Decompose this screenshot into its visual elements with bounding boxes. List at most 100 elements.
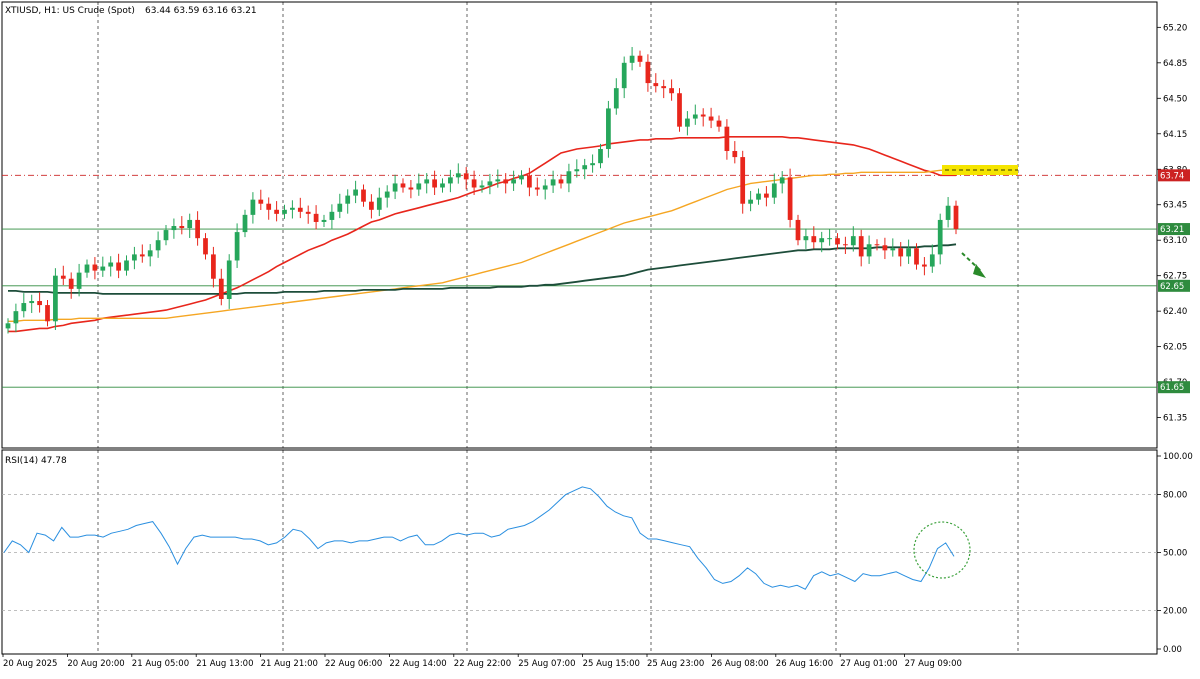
bull-candle [621,62,627,89]
bear-candle [661,86,667,89]
candle-layer [5,47,959,334]
bull-candle [448,177,453,184]
x-tick-label: 22 Aug 14:00 [389,659,446,669]
bear-candle [922,264,927,267]
bear-candle [297,207,303,212]
y-tick-label: 62.05 [1163,343,1187,353]
symbol-title: XTIUSD, H1: US Crude (Spot) [5,6,135,16]
bear-candle [835,238,840,245]
y-tick-label: 61.35 [1163,414,1187,424]
y-tick-label: 65.20 [1163,23,1187,33]
bull-candle [282,209,287,214]
bear-candle [471,179,477,188]
bear-candle [203,238,208,255]
moving-average-dark-line [8,243,957,295]
bull-candle [550,179,556,186]
bull-candle [29,301,35,304]
bear-candle [432,179,437,188]
bull-candle [440,183,445,188]
bear-candle [45,305,50,322]
bear-candle [669,88,674,94]
bear-candle [400,183,406,188]
bear-candle [653,83,659,87]
bull-candle [147,250,153,257]
bull-candle [329,211,335,220]
bear-candle [558,179,564,184]
price-tag-label: 62.65 [1160,282,1184,292]
bull-candle [685,118,690,127]
x-tick-label: 25 Aug 07:00 [518,659,575,669]
bear-candle [716,120,722,127]
rsi-tick-label: 20.00 [1163,606,1187,616]
price-tag-box [1158,279,1190,292]
bull-candle [171,226,177,231]
bear-candle [92,264,98,271]
bear-candle [361,189,366,202]
bull-candle [929,254,935,267]
bull-candle [803,236,809,241]
bull-candle [827,238,832,240]
bull-candle [384,191,390,198]
rsi-highlight-circle [913,521,971,579]
bull-candle [819,238,825,243]
bull-candle [234,232,240,261]
bull-candle [187,219,193,229]
bull-candle [495,179,501,182]
y-tick-label: 63.45 [1163,201,1187,211]
bull-candle [13,311,19,324]
x-tick-label: 21 Aug 21:00 [261,659,318,669]
bull-candle [250,199,256,215]
rsi-label: RSI(14) 47.78 [5,456,67,466]
x-tick-label: 22 Aug 06:00 [325,659,382,669]
bull-candle [53,275,58,322]
y-tick-label: 62.40 [1163,307,1187,317]
bull-candle [376,197,382,210]
bull-candle [321,219,327,222]
y-tick-label: 64.85 [1163,59,1187,69]
x-tick-label: 25 Aug 15:00 [583,659,640,669]
bear-candle [139,254,145,257]
bull-candle [866,244,872,257]
bull-candle [850,236,856,246]
price-tag-label: 63.21 [1160,225,1184,235]
bull-candle [606,108,611,149]
rsi-tick-label: 0.00 [1163,645,1182,655]
bull-candle [542,185,548,190]
bear-candle [811,236,817,243]
bear-candle [211,254,216,279]
bear-candle [700,114,706,117]
bear-candle [953,205,959,230]
bull-candle [21,303,27,312]
bear-candle [116,262,121,271]
x-tick-label: 25 Aug 23:00 [647,659,704,669]
bull-candle [613,88,619,109]
bear-candle [874,244,880,246]
price-tag-box [1158,223,1190,236]
bull-candle [937,219,943,255]
bear-candle [258,199,264,204]
bull-candle [132,254,137,261]
x-tick-label: 22 Aug 22:00 [454,659,511,669]
bear-candle [914,248,919,265]
bear-candle [68,278,74,289]
bull-candle [771,183,777,198]
bear-candle [637,55,643,62]
bull-candle [392,183,398,192]
bull-candle [290,207,295,210]
bear-candle [266,203,272,210]
x-tick-label: 20 Aug 2025 [3,659,57,669]
bull-candle [779,177,785,184]
bull-candle [582,165,588,170]
bull-candle [479,185,485,188]
bull-candle [353,189,358,196]
bull-candle [890,248,896,251]
bull-candle [519,175,524,180]
bull-candle [155,240,161,251]
bear-candle [645,61,651,84]
bull-candle [598,148,603,164]
bear-candle [534,187,540,190]
bear-candle [764,193,769,198]
bear-candle [708,116,714,121]
rsi-tick-label: 80.00 [1163,491,1187,501]
